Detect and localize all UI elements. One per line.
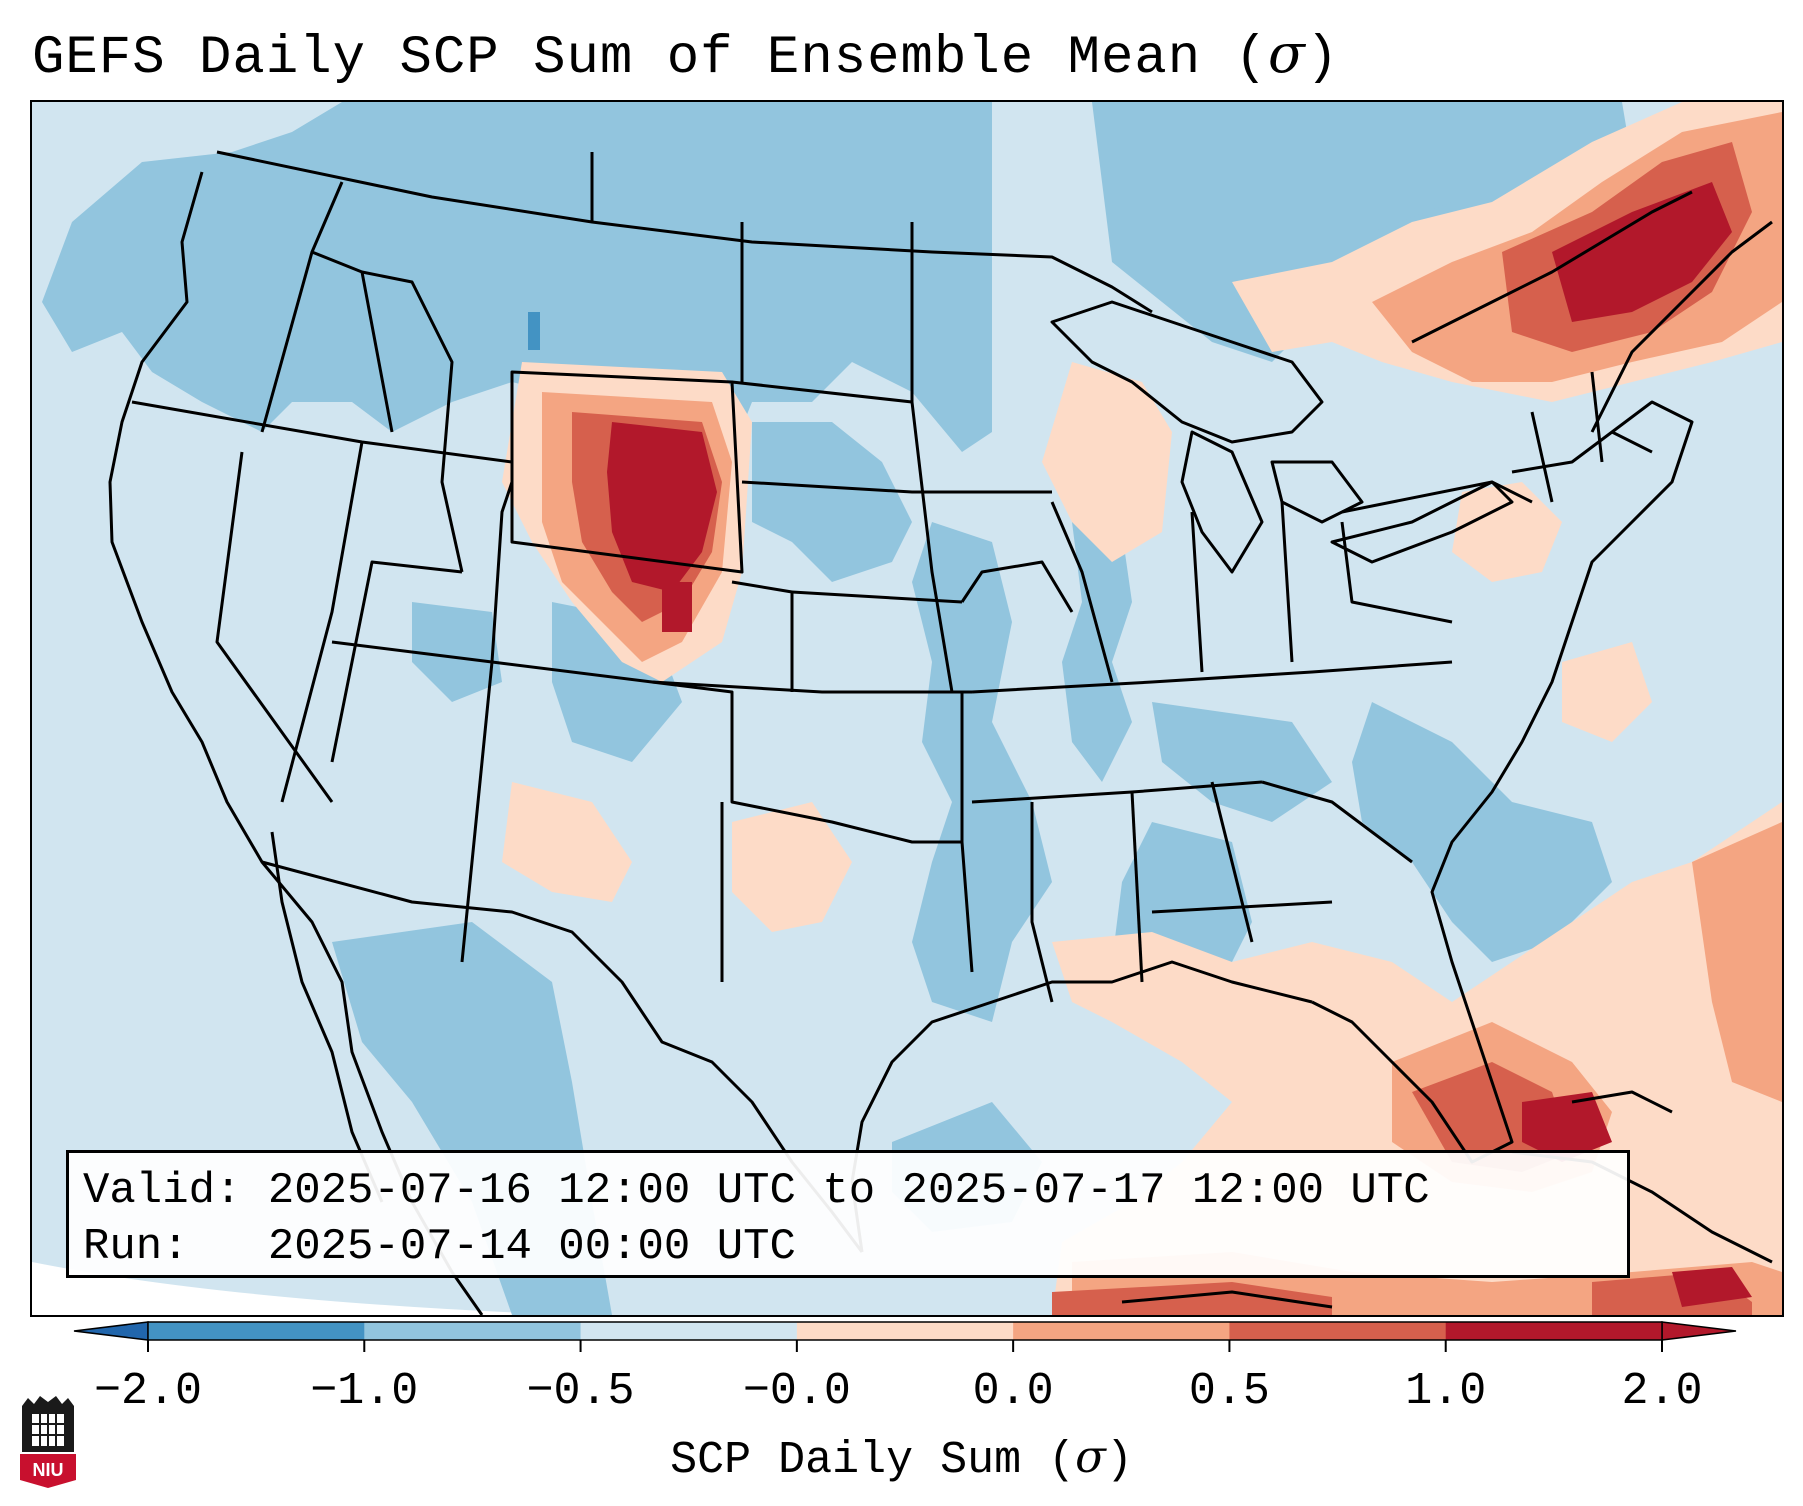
colorbar-segment (148, 1322, 365, 1340)
colorbar-segment (364, 1322, 582, 1340)
colorbar-tick-label: −0.0 (742, 1366, 851, 1417)
run-value: 2025-07-14 00:00 UTC (267, 1222, 796, 1272)
niu-logo: NIU (18, 1392, 78, 1488)
boundaries (108, 150, 1773, 1315)
colorbar-tick-label: −2.0 (93, 1366, 203, 1417)
colorbar-segment (1445, 1322, 1663, 1340)
colorbar-label-close: ) (1105, 1435, 1133, 1486)
east-coastline (1311, 400, 1694, 1164)
colorbar-segment (1229, 1322, 1447, 1340)
colorbar-label: SCP Daily Sum (σ) (0, 1430, 1803, 1486)
colorbar-label-text: SCP Daily Sum ( (670, 1435, 1076, 1486)
west-coastline (108, 171, 484, 1315)
colorbar-tick-label: 0.0 (972, 1366, 1054, 1417)
positive-anomaly-dark (607, 182, 1752, 1307)
map-title: GEFS Daily SCP Sum of Ensemble Mean (σ) (32, 22, 1339, 89)
colorbar-extend-high (1661, 1321, 1737, 1341)
niu-logo-text: NIU (33, 1460, 64, 1480)
colorbar-extend-low (73, 1321, 149, 1341)
title-sigma: σ (1268, 22, 1306, 85)
deep-blue-spot (528, 312, 540, 350)
colorbar-tick-label: 2.0 (1621, 1366, 1703, 1417)
map-panel (30, 100, 1784, 1317)
map-canvas (32, 102, 1782, 1315)
title-text: GEFS Daily SCP Sum of Ensemble Mean ( (32, 28, 1268, 89)
title-close: ) (1305, 28, 1340, 89)
colorbar-label-sigma: σ (1075, 1430, 1106, 1483)
colorbar-segment (1013, 1322, 1230, 1340)
colorbar-segment (796, 1322, 1014, 1340)
colorbar-tick-label: −0.5 (526, 1366, 635, 1417)
niu-logo-icon: NIU (20, 1396, 76, 1488)
colorbar-segments (73, 1321, 1737, 1352)
colorbar-tick-label: 0.5 (1188, 1366, 1270, 1417)
valid-run-info-box: Valid: 2025-07-16 12:00 UTC to 2025-07-1… (66, 1150, 1630, 1278)
colorbar-tick-label: −1.0 (310, 1366, 419, 1417)
projection-edge (32, 1262, 572, 1315)
colorbar-outline (147, 1321, 1663, 1341)
colorbar-segment (580, 1322, 798, 1340)
run-label: Run: (83, 1222, 189, 1272)
colorbar-tick-label: 1.0 (1405, 1366, 1487, 1417)
valid-label: Valid: (83, 1166, 242, 1216)
valid-value: 2025-07-16 12:00 UTC to 2025-07-17 12:00… (267, 1166, 1430, 1216)
